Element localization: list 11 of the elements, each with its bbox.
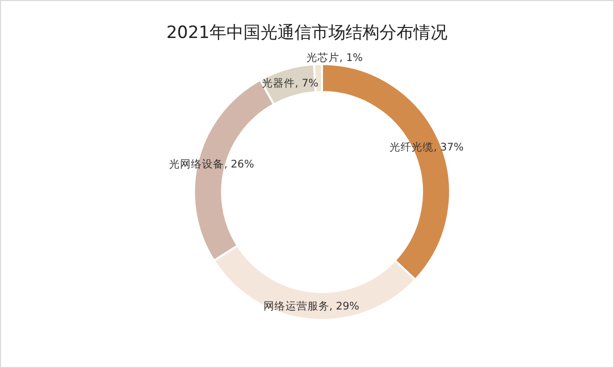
slice-label: 网络运营服务	[263, 299, 330, 312]
data-label: , 37%	[434, 142, 464, 154]
data-label: , 7%	[295, 78, 318, 90]
data-label: , 29%	[329, 300, 360, 312]
chart-title: 2021年中国光通信市场结构分布情况	[166, 23, 448, 43]
data-label: , 1%	[339, 52, 363, 64]
slice-label: 光器件	[262, 76, 296, 90]
slice-label: 光芯片	[306, 51, 340, 64]
slice-label: 光纤光缆	[390, 140, 434, 154]
data-label: , 26%	[224, 158, 254, 171]
slice-label: 光网络设备	[169, 158, 224, 171]
